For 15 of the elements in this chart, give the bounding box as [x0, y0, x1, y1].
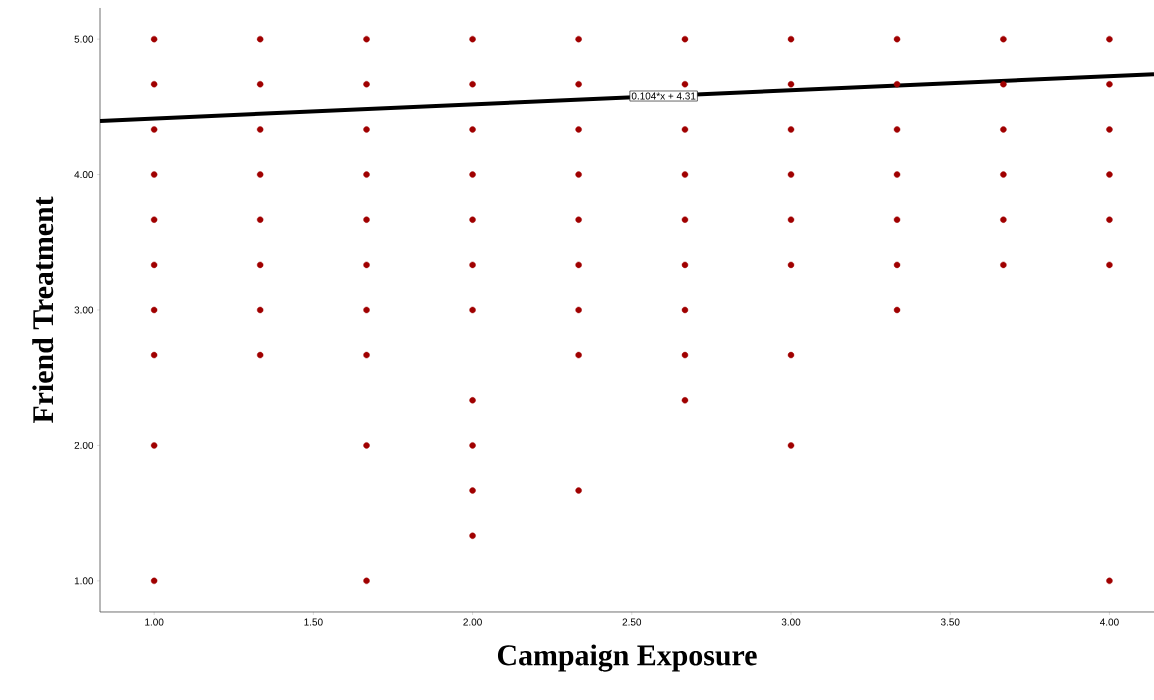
y-tick-label: 2.00: [74, 441, 94, 449]
y-tick-label: 1.00: [74, 577, 94, 585]
x-tick-label: 1.50: [304, 618, 323, 626]
x-tick-label: 3.00: [781, 618, 801, 626]
x-axis-title: Campaign Exposure: [497, 644, 757, 672]
x-tick-label: 2.00: [463, 618, 482, 626]
y-tick-label: 3.00: [74, 306, 94, 314]
x-tick-label: 1.00: [145, 618, 164, 626]
annotation: 0.104*x + 4.31: [631, 92, 696, 100]
x-tick-label: 2.50: [622, 618, 642, 626]
y-tick-label: 5.00: [74, 35, 94, 43]
y-axis-title: Friend Treatment: [32, 196, 54, 424]
y-tick-label: 4.00: [74, 171, 94, 179]
x-tick-label: 3.50: [940, 618, 960, 626]
x-tick-label: 4.00: [1099, 618, 1119, 626]
